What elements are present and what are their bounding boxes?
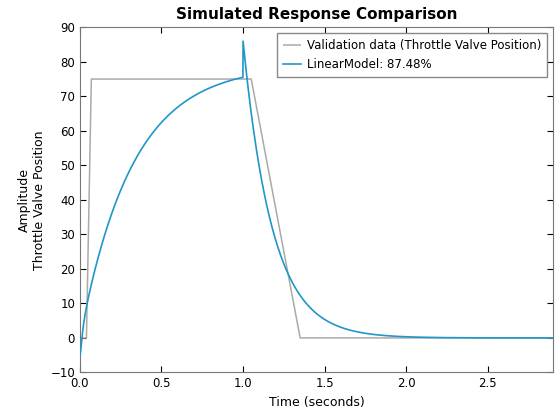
Validation data (Throttle Valve Position) bbox=[550, 336, 557, 341]
LinearModel: 87.48%: (2.9, 0.00224): 87.48%: (2.9, 0.00224) bbox=[550, 336, 557, 341]
Validation data (Throttle Valve Position) bbox=[283, 265, 290, 270]
LinearModel: 87.48%: (1.39, 9.67): 87.48%: (1.39, 9.67) bbox=[304, 302, 311, 307]
Validation data (Throttle Valve Position) bbox=[211, 76, 218, 81]
Validation data (Throttle Valve Position) bbox=[164, 76, 171, 81]
Y-axis label: Amplitude
Throttle Valve Position: Amplitude Throttle Valve Position bbox=[18, 130, 46, 270]
LinearModel: 87.48%: (1.76, 1.26): 87.48%: (1.76, 1.26) bbox=[363, 331, 370, 336]
Line: LinearModel: 87.48%: LinearModel: 87.48% bbox=[80, 41, 553, 355]
Validation data (Throttle Valve Position) bbox=[180, 76, 187, 81]
Validation data (Throttle Valve Position) bbox=[77, 336, 83, 341]
X-axis label: Time (seconds): Time (seconds) bbox=[269, 396, 365, 409]
Title: Simulated Response Comparison: Simulated Response Comparison bbox=[176, 7, 457, 22]
LinearModel: 87.48%: (0, -5): 87.48%: (0, -5) bbox=[77, 353, 83, 358]
Line: Validation data (Throttle Valve Position): Validation data (Throttle Valve Position… bbox=[80, 79, 553, 338]
Legend: Validation data (Throttle Valve Position), LinearModel: 87.48%: Validation data (Throttle Valve Position… bbox=[277, 33, 547, 77]
Validation data (Throttle Valve Position) bbox=[88, 76, 95, 81]
Validation data (Throttle Valve Position) bbox=[128, 76, 135, 81]
LinearModel: 87.48%: (0.578, 66): 87.48%: (0.578, 66) bbox=[171, 108, 178, 113]
LinearModel: 87.48%: (1.15, 36.4): 87.48%: (1.15, 36.4) bbox=[265, 210, 272, 215]
LinearModel: 87.48%: (0.962, 75.1): 87.48%: (0.962, 75.1) bbox=[234, 76, 240, 81]
LinearModel: 87.48%: (1, 86): 87.48%: (1, 86) bbox=[240, 39, 246, 44]
LinearModel: 87.48%: (2.77, 0.00463): 87.48%: (2.77, 0.00463) bbox=[529, 336, 535, 341]
Validation data (Throttle Valve Position) bbox=[95, 76, 102, 81]
